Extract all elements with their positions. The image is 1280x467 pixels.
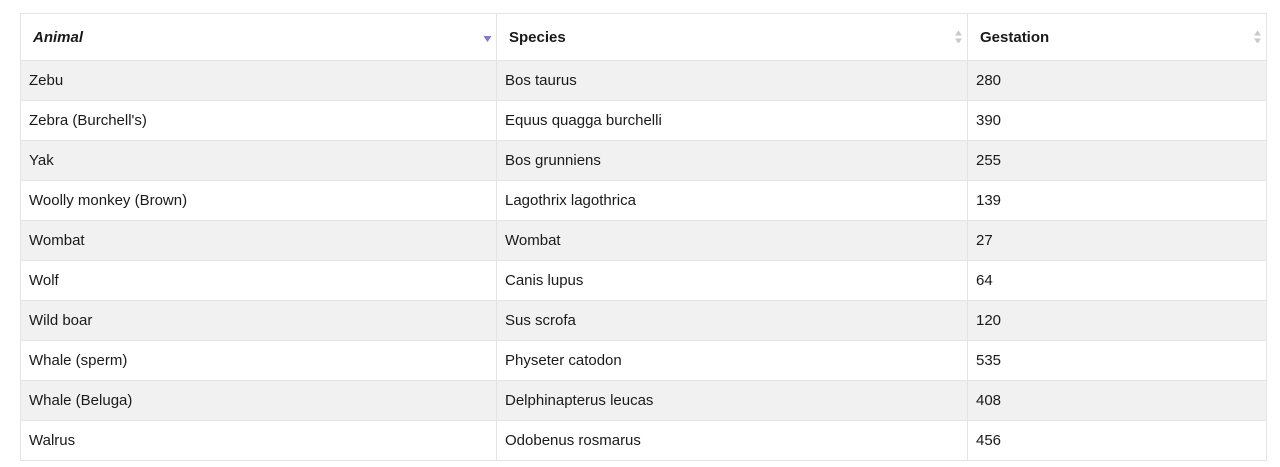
cell-gestation: 139 [967,180,1267,221]
table-row: Yak Bos grunniens 255 [20,140,1267,181]
cell-gestation: 456 [967,420,1267,461]
cell-gestation: 408 [967,380,1267,421]
cell-animal: Woolly monkey (Brown) [20,180,497,221]
table-row: Whale (Beluga) Delphinapterus leucas 408 [20,380,1267,421]
table-row: Woolly monkey (Brown) Lagothrix lagothri… [20,180,1267,221]
table-row: Zebu Bos taurus 280 [20,60,1267,101]
cell-species: Equus quagga burchelli [496,100,968,141]
cell-animal: Wolf [20,260,497,301]
cell-species: Lagothrix lagothrica [496,180,968,221]
cell-animal: Zebu [20,60,497,101]
cell-animal: Whale (Beluga) [20,380,497,421]
cell-species: Bos grunniens [496,140,968,181]
column-header-label: Species [509,28,566,46]
table-row: Whale (sperm) Physeter catodon 535 [20,340,1267,381]
cell-animal: Whale (sperm) [20,340,497,381]
table-row: Wild boar Sus scrofa 120 [20,300,1267,341]
column-header-label: Animal [33,28,84,46]
table-row: Zebra (Burchell's) Equus quagga burchell… [20,100,1267,141]
cell-species: Physeter catodon [496,340,968,381]
column-header-animal[interactable]: Animal [20,13,497,61]
column-header-species[interactable]: Species [496,13,968,61]
column-header-label: Gestation [980,28,1050,46]
table-row: Wombat Wombat 27 [20,220,1267,261]
cell-species: Bos taurus [496,60,968,101]
table-row: Walrus Odobenus rosmarus 456 [20,420,1267,461]
cell-gestation: 255 [967,140,1267,181]
cell-gestation: 120 [967,300,1267,341]
cell-species: Delphinapterus leucas [496,380,968,421]
table-row: Wolf Canis lupus 64 [20,260,1267,301]
cell-animal: Zebra (Burchell's) [20,100,497,141]
cell-animal: Wombat [20,220,497,261]
data-table-container: Animal Species [20,13,1267,461]
cell-gestation: 390 [967,100,1267,141]
table-header-row: Animal Species [20,13,1267,61]
sort-both-icon [1253,29,1262,45]
cell-species: Canis lupus [496,260,968,301]
cell-gestation: 27 [967,220,1267,261]
cell-animal: Yak [20,140,497,181]
column-header-gestation[interactable]: Gestation [967,13,1267,61]
cell-gestation: 64 [967,260,1267,301]
cell-gestation: 535 [967,340,1267,381]
sort-both-icon [954,29,963,45]
cell-animal: Walrus [20,420,497,461]
cell-species: Odobenus rosmarus [496,420,968,461]
cell-gestation: 280 [967,60,1267,101]
animals-table: Animal Species [20,13,1267,461]
cell-animal: Wild boar [20,300,497,341]
sort-descending-icon [483,29,492,45]
cell-species: Sus scrofa [496,300,968,341]
cell-species: Wombat [496,220,968,261]
